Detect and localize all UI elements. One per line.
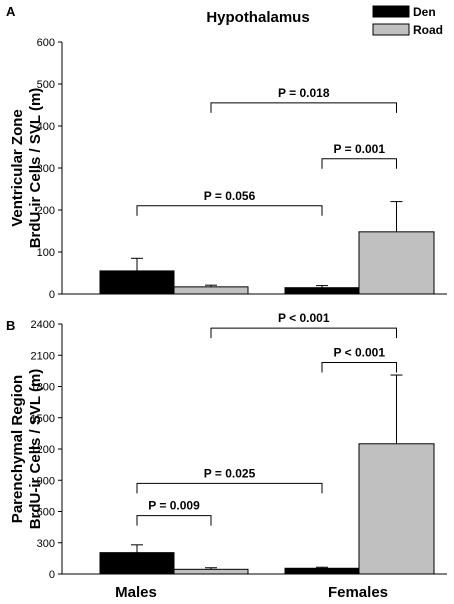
y-tick-label: 200 [37, 205, 55, 217]
p-value-label: P < 0.001 [334, 346, 386, 360]
x-category-label-females: Females [328, 584, 388, 601]
y-tick-label: 1200 [31, 444, 55, 456]
bar-road-females [358, 231, 435, 295]
y-tick-label: 2400 [31, 319, 55, 331]
panel-a-letter: A [6, 4, 16, 19]
legend-swatch-road [372, 23, 410, 36]
significance-bracket [321, 158, 397, 169]
panel-a: A Hypothalamus Den Road Ventricular Zone… [6, 4, 447, 301]
y-axis-label-line-1: Parenchymal Region [9, 375, 26, 523]
bar-road-females [358, 443, 435, 575]
bar-den-males [99, 270, 175, 295]
panel-b-letter: B [6, 318, 15, 333]
panel-b: B Parenchymal Region BrdU-ir Cells / SVL… [6, 311, 447, 601]
significance-bracket [136, 482, 323, 494]
y-tick-label: 600 [37, 507, 55, 519]
y-tick-label: 900 [37, 475, 55, 487]
legend-label-road: Road [413, 23, 443, 37]
y-tick-label: 0 [49, 289, 55, 301]
bar-road-males [173, 286, 249, 295]
y-tick-label: 2100 [31, 350, 55, 362]
p-value-label: P = 0.056 [204, 189, 256, 203]
y-tick-label: 100 [37, 247, 55, 259]
p-value-label: P = 0.018 [278, 86, 330, 100]
p-value-label: P = 0.025 [204, 466, 256, 480]
legend-swatch-den [372, 5, 410, 18]
significance-bracket [321, 362, 397, 373]
p-value-label: P = 0.001 [334, 142, 386, 156]
y-axis-label-line-1: Ventricular Zone [9, 109, 26, 227]
y-tick-label: 500 [37, 79, 55, 91]
bar-den-males [99, 552, 175, 575]
x-category-label-males: Males [115, 584, 157, 601]
y-tick-label: 400 [37, 121, 55, 133]
y-axis-label-line-2: BrdU-ir Cells / SVL (m) [27, 369, 44, 530]
y-tick-label: 0 [49, 569, 55, 581]
y-tick-label: 600 [37, 37, 55, 49]
y-axis-label-line-2: BrdU-ir Cells / SVL (m) [27, 88, 44, 249]
legend-label-den: Den [413, 5, 436, 19]
significance-bracket [210, 102, 397, 113]
y-tick-label: 1500 [31, 413, 55, 425]
significance-bracket [136, 515, 212, 526]
p-value-label: P = 0.009 [148, 499, 200, 513]
y-tick-label: 300 [37, 538, 55, 550]
bar-road-males [173, 568, 249, 575]
bar-den-females [284, 567, 360, 575]
legend: Den Road [372, 5, 443, 37]
p-value-label: P < 0.001 [278, 311, 330, 325]
bar-den-females [284, 287, 360, 295]
y-tick-label: 300 [37, 163, 55, 175]
y-tick-label: 1800 [31, 382, 55, 394]
significance-bracket [210, 327, 397, 339]
chart-title: Hypothalamus [206, 9, 309, 26]
significance-bracket [136, 205, 323, 216]
